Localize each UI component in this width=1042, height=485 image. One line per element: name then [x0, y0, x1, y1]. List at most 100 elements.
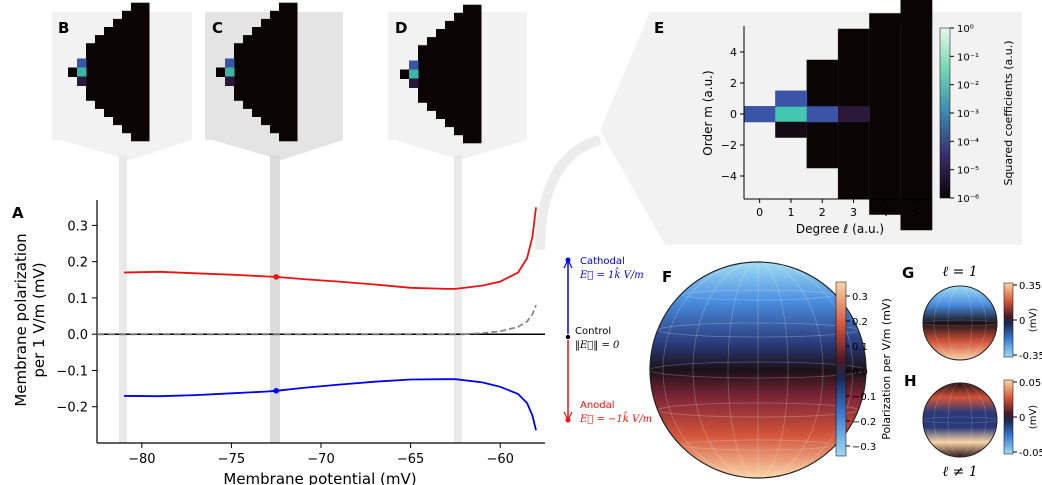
- panel-letter-e: E: [654, 19, 664, 37]
- morphology-column: [279, 2, 289, 142]
- series-anodal-marker: [273, 387, 280, 394]
- morphology-cell-lower: [77, 76, 87, 86]
- heatmap-column: [869, 13, 901, 215]
- sphere-f: [650, 262, 866, 478]
- heatmap-e-colorbar-label: Squared coefficients (a.u.): [1002, 40, 1015, 185]
- panel-f: F 0.3 0.2 0.1 0.0 −0.1 −0.2 −0.3 Polarization …: [649, 261, 893, 479]
- anodal-label: Anodal: [580, 400, 615, 411]
- panel-e: E 0 1 2 3 4 5 4 2 0 −2 −4 Degree ℓ (a.u.) Order m…: [535, 0, 1022, 251]
- chart-a-xtick-label: −75: [218, 452, 245, 467]
- chart-a-xtick-label: −65: [397, 452, 424, 467]
- heatmap-e-yticks: 4 2 0 −2 −4: [721, 46, 744, 183]
- heatmap-e-colorbar-tick: 10⁻¹: [957, 52, 979, 63]
- chart-a-ytick-label: 0.3: [67, 219, 88, 234]
- heatmap-e-colorbar-tick: 10⁻²: [957, 81, 979, 92]
- chart-a-xtick-label: −70: [307, 452, 334, 467]
- colorbar-tick-label: 0.3: [852, 292, 868, 303]
- heatmap-e-colorbar-tick: 10⁻⁵: [957, 166, 979, 177]
- heatmap-cell: [775, 90, 808, 107]
- heatmap-e-colorbar-tick: 10⁻⁶: [957, 194, 979, 205]
- sphere-h-colorbar-ticks: 0.05 0 -0.05: [1013, 378, 1042, 459]
- morphology-column: [454, 12, 464, 136]
- heatmap-e-ytick-label: 4: [730, 46, 737, 59]
- sphere-h: [923, 383, 997, 457]
- heatmap-cell: [775, 106, 808, 123]
- morphology-cell-upper: [77, 58, 87, 68]
- sphere-f-colorbar-ticks: 0.3 0.2 0.1 0.0 −0.1 −0.2 −0.3: [846, 292, 876, 453]
- colorbar-tick-label: 0.0: [852, 367, 868, 378]
- colorbar-tick-label: 0.05: [1019, 378, 1041, 389]
- control-dot: [565, 334, 571, 340]
- control-equation: ‖E⃗‖ = 0: [575, 340, 620, 351]
- heatmap-e-xtick-label: 3: [850, 206, 857, 219]
- panel-c-morphology: C: [205, 2, 343, 160]
- morphology-cell-lower: [409, 78, 419, 88]
- chart-a-ytick-label: 0.1: [67, 292, 88, 307]
- heatmap-cell: [744, 106, 776, 123]
- colorbar-tick-label: −0.2: [852, 417, 876, 428]
- morphology-column: [243, 35, 253, 109]
- morphology-c: [216, 2, 298, 142]
- heatmap-e-ytick-label: 0: [730, 108, 737, 121]
- highlight-column-d: [454, 155, 462, 443]
- highlight-column-c: [270, 155, 280, 443]
- heatmap-e-colorbar: [939, 27, 951, 199]
- chart-a: −80 −75 −70 −65 −60 0.3 0.2 0.1 0.0 −0.1 −0.2: [56, 200, 545, 467]
- morphology-column: [427, 37, 437, 111]
- colorbar-tick-label: -0.35: [1019, 351, 1042, 362]
- heatmap-column: [900, 0, 933, 231]
- chart-a-xtick-label: −60: [486, 452, 513, 467]
- heatmap-e-xtick-label: 2: [819, 206, 826, 219]
- sphere-h-title: ℓ ≠ 1: [942, 464, 977, 480]
- panel-letter-a: A: [12, 204, 24, 222]
- morphology-cell-upper: [225, 58, 235, 68]
- colorbar-tick-label: −0.1: [852, 392, 876, 403]
- heatmap-e-colorbar-tick: 10⁻⁴: [957, 137, 979, 148]
- heatmap-e-xtick-label: 1: [787, 206, 794, 219]
- sphere-g-colorbar-label: (mV): [1028, 308, 1039, 332]
- panel-letter-g: G: [902, 264, 914, 282]
- chart-a-ytick-label: 0.0: [67, 328, 88, 343]
- morphology-column: [131, 2, 141, 142]
- panel-letter-h: H: [904, 372, 917, 390]
- chart-a-ytick-label: 0.2: [67, 256, 88, 271]
- morphology-column: [104, 27, 114, 117]
- heatmap-e-xtick-label: 4: [881, 206, 888, 219]
- heatmap-e-axes: [743, 26, 932, 200]
- morphology-column: [418, 45, 428, 103]
- morphology-column: [445, 20, 455, 128]
- panel-letter-d: D: [395, 19, 407, 37]
- series-cathodal-marker: [273, 274, 280, 280]
- cathodal-equation: E⃗ = 1k̂ V/m: [579, 268, 644, 281]
- sphere-g-colorbar-ticks: 0.35 0 -0.35: [1013, 281, 1042, 362]
- heatmap-e-xlabel: Degree ℓ (a.u.): [796, 222, 884, 236]
- sphere-g-title: ℓ = 1: [942, 264, 977, 280]
- morphology-cell-center: [225, 67, 235, 77]
- morphology-column: [472, 4, 482, 144]
- heatmap-e-xtick-label: 0: [756, 206, 763, 219]
- heatmap-e-colorbar-tick: 10⁻³: [957, 109, 979, 120]
- morphology-column: [86, 43, 96, 101]
- colorbar-tick-label: 0: [1019, 413, 1025, 424]
- heatmap-e-ytick-label: −2: [721, 139, 737, 152]
- heatmap-cell: [806, 106, 839, 123]
- morphology-column: [261, 18, 271, 126]
- heatmap-e-xticks: 0 1 2 3 4 5: [756, 199, 920, 219]
- morphology-cell-center: [77, 67, 87, 77]
- morphology-cell: [68, 67, 78, 77]
- sphere-g: [923, 286, 997, 360]
- heatmap-e-xtick-label: 5: [913, 206, 920, 219]
- morphology-column: [436, 29, 446, 119]
- morphology-cell-center: [409, 69, 419, 79]
- colorbar-tick-label: 0.1: [852, 342, 868, 353]
- panel-h: H 0.05 0 -0.05 (mV) ℓ ≠ 1: [904, 372, 1042, 480]
- panel-letter-c: C: [212, 19, 223, 37]
- panel-letter-f: F: [662, 268, 672, 286]
- series-control-depolarized: [464, 304, 537, 336]
- highlight-column-b: [119, 155, 127, 443]
- cathodal-label: Cathodal: [580, 256, 625, 267]
- colorbar-tick-label: −0.3: [852, 442, 876, 453]
- heatmap-e-ylabel: Order m (a.u.): [701, 70, 715, 155]
- morphology-column: [270, 10, 280, 134]
